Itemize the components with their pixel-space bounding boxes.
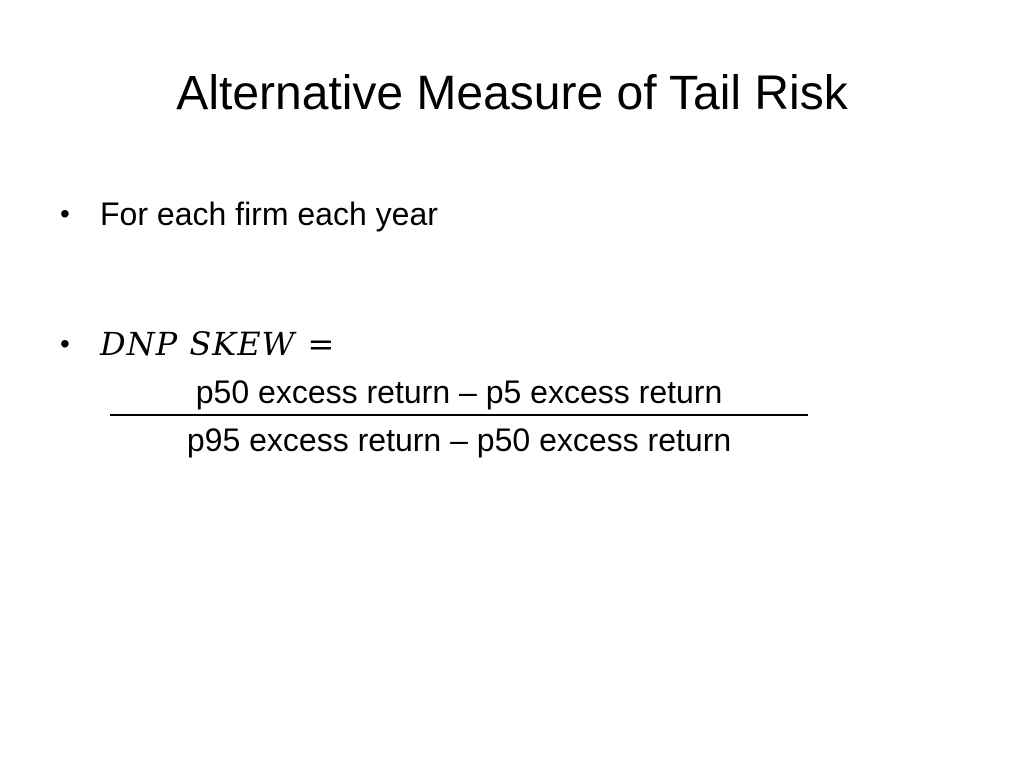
formula-lhs: DNP SKEW = (100, 322, 335, 366)
equals-sign: = (307, 325, 336, 363)
bullet-marker: • (60, 198, 70, 229)
formula-variable: DNP SKEW (100, 325, 296, 363)
slide-title: Alternative Measure of Tail Risk (176, 67, 848, 120)
fraction-numerator: p50 excess return – p5 excess return (195, 374, 723, 410)
dnp-skew-fraction: p50 excess return – p5 excess return p95… (108, 368, 810, 464)
bullet-marker: • (60, 328, 70, 359)
fraction-denominator: p95 excess return – p50 excess return (186, 422, 732, 458)
fraction-bar (110, 414, 808, 416)
bullet-text: For each firm each year (100, 196, 438, 232)
